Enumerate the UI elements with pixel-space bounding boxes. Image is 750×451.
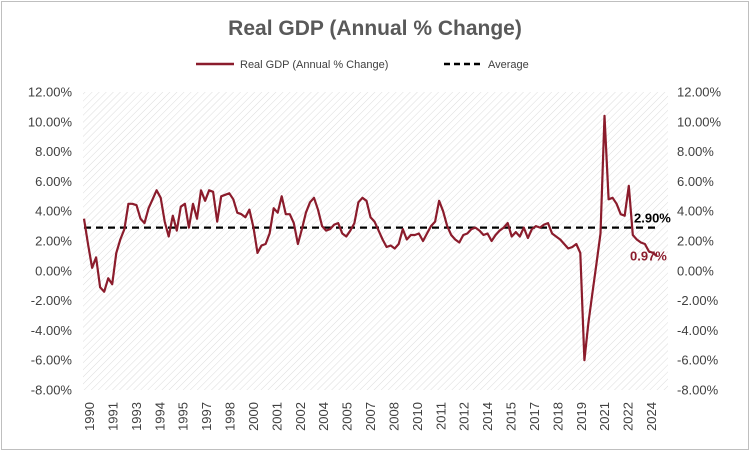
gdp-series-line <box>82 114 658 362</box>
x-tick-label: 2007 <box>363 402 378 431</box>
x-tick-label: 2018 <box>550 402 565 431</box>
y-tick-label-right: 0.00% <box>677 263 714 278</box>
y-tick-label-left: -2.00% <box>31 293 73 308</box>
x-tick-label: 2017 <box>527 402 542 431</box>
legend-label-gdp: Real GDP (Annual % Change) <box>240 59 388 71</box>
y-tick-label-right: -4.00% <box>677 323 719 338</box>
y-tick-label-left: 0.00% <box>35 263 72 278</box>
x-tick-label: 2014 <box>480 402 495 431</box>
x-axis: 1990 1991 1993 1994 1995 1997 1998 2000 2001 2002… <box>82 402 659 431</box>
x-tick-label: 2019 <box>574 402 589 431</box>
y-tick-label-right: 4.00% <box>677 204 714 219</box>
y-tick-label-left: 4.00% <box>35 204 72 219</box>
x-tick-label: 2001 <box>269 402 284 431</box>
x-tick-label: 1994 <box>152 402 167 431</box>
x-tick-label: 2002 <box>293 402 308 431</box>
y-tick-label-left: 10.00% <box>28 114 73 129</box>
x-tick-label: 1993 <box>129 402 144 431</box>
x-tick-label: 2005 <box>340 402 355 431</box>
x-tick-label: 2008 <box>386 402 401 431</box>
y-axis-left: -8.00% -6.00% -4.00% -2.00% 0.00% 2.00% 4.00% 6… <box>28 85 73 398</box>
x-tick-label: 2021 <box>597 402 612 431</box>
x-tick-label: 1997 <box>199 402 214 431</box>
x-tick-label: 2000 <box>246 402 261 431</box>
plot-area <box>83 92 668 390</box>
y-tick-label-right: 2.00% <box>677 234 714 249</box>
x-tick-label: 2012 <box>457 402 472 431</box>
x-tick-label: 2004 <box>316 402 331 431</box>
y-tick-label-left: 12.00% <box>28 85 73 100</box>
y-tick-label-left: -4.00% <box>31 323 73 338</box>
y-tick-label-left: -8.00% <box>31 383 73 398</box>
x-tick-label: 2022 <box>621 402 636 431</box>
y-tick-label-right: 10.00% <box>677 114 722 129</box>
x-tick-label: 2024 <box>644 402 659 431</box>
y-tick-label-left: 6.00% <box>35 174 72 189</box>
annotation-latest: 0.97% <box>630 248 667 263</box>
x-tick-label: 2010 <box>410 402 425 431</box>
legend: Real GDP (Annual % Change) Average <box>196 59 529 71</box>
x-tick-label: 1998 <box>223 402 238 431</box>
y-tick-label-left: 2.00% <box>35 234 72 249</box>
annotation-average: 2.90% <box>634 211 671 226</box>
x-tick-label: 1990 <box>82 402 97 431</box>
y-axis-right: -8.00% -6.00% -4.00% -2.00% 0.00% 2.00% 4.00% 6… <box>677 85 722 398</box>
x-tick-label: 2011 <box>433 402 448 430</box>
y-tick-label-right: 8.00% <box>677 144 714 159</box>
y-tick-label-left: 8.00% <box>35 144 72 159</box>
legend-label-average: Average <box>488 59 529 71</box>
x-tick-label: 2015 <box>504 402 519 431</box>
y-tick-label-right: -6.00% <box>677 353 719 368</box>
x-tick-label: 1991 <box>105 402 120 431</box>
x-tick-label: 1995 <box>176 402 191 431</box>
y-tick-label-right: 12.00% <box>677 85 722 100</box>
y-tick-label-left: -6.00% <box>31 353 73 368</box>
y-tick-label-right: -8.00% <box>677 383 719 398</box>
y-tick-label-right: -2.00% <box>677 293 719 308</box>
chart-title: Real GDP (Annual % Change) <box>228 17 522 40</box>
y-tick-label-right: 6.00% <box>677 174 714 189</box>
